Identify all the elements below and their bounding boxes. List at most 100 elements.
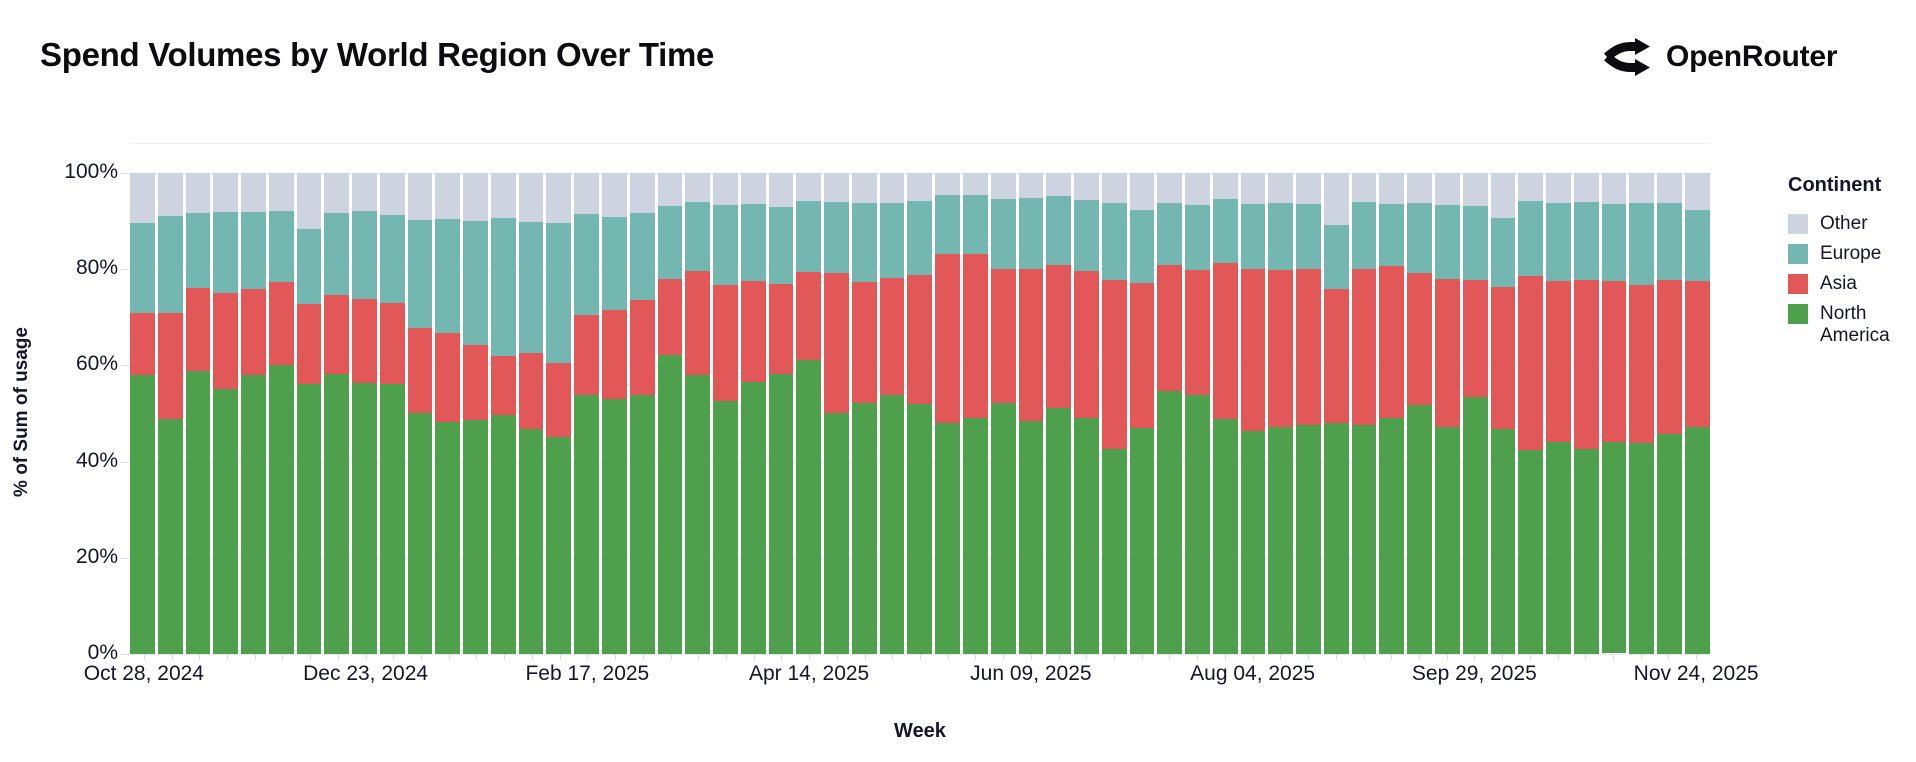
segment-other[interactable]: [657, 173, 683, 206]
segment-europe[interactable]: [1185, 205, 1210, 271]
segment-europe[interactable]: [851, 202, 877, 283]
segment-europe[interactable]: [1018, 198, 1044, 270]
segment-north-america[interactable]: [1407, 404, 1432, 654]
segment-europe[interactable]: [1351, 201, 1377, 270]
segment-north-america[interactable]: [185, 371, 211, 654]
segment-other[interactable]: [213, 173, 239, 212]
segment-other[interactable]: [1101, 173, 1127, 203]
segment-north-america[interactable]: [1601, 442, 1627, 653]
segment-north-america[interactable]: [352, 383, 377, 654]
segment-north-america[interactable]: [1629, 442, 1655, 654]
segment-north-america[interactable]: [379, 384, 405, 654]
segment-other[interactable]: [379, 173, 405, 216]
segment-asia[interactable]: [296, 303, 322, 385]
segment-other[interactable]: [1684, 173, 1710, 211]
segment-europe[interactable]: [130, 223, 155, 313]
segment-other[interactable]: [1157, 173, 1183, 203]
segment-europe[interactable]: [574, 213, 600, 315]
segment-north-america[interactable]: [685, 375, 711, 654]
segment-europe[interactable]: [962, 195, 988, 254]
segment-north-america[interactable]: [962, 417, 988, 654]
segment-europe[interactable]: [1046, 196, 1072, 265]
segment-other[interactable]: [1407, 173, 1432, 203]
segment-north-america[interactable]: [935, 423, 960, 654]
segment-asia[interactable]: [1296, 269, 1321, 426]
segment-asia[interactable]: [657, 278, 683, 355]
segment-asia[interactable]: [740, 280, 766, 383]
segment-europe[interactable]: [602, 216, 627, 311]
segment-asia[interactable]: [407, 327, 433, 413]
segment-north-america[interactable]: [268, 364, 294, 654]
segment-north-america[interactable]: [574, 395, 600, 654]
segment-europe[interactable]: [1546, 202, 1571, 281]
segment-europe[interactable]: [1490, 218, 1516, 287]
segment-north-america[interactable]: [824, 413, 849, 654]
segment-north-america[interactable]: [879, 395, 905, 654]
segment-other[interactable]: [1268, 173, 1294, 203]
segment-other[interactable]: [962, 173, 988, 196]
segment-asia[interactable]: [879, 277, 905, 396]
legend-item-europe[interactable]: Europe: [1788, 243, 1914, 265]
segment-other[interactable]: [435, 173, 461, 220]
segment-europe[interactable]: [1379, 204, 1405, 266]
segment-asia[interactable]: [241, 288, 266, 375]
segment-asia[interactable]: [1657, 279, 1682, 435]
segment-north-america[interactable]: [130, 375, 155, 654]
segment-north-america[interactable]: [602, 399, 627, 654]
segment-north-america[interactable]: [435, 422, 461, 654]
segment-other[interactable]: [1657, 173, 1682, 203]
segment-north-america[interactable]: [1379, 417, 1405, 654]
segment-asia[interactable]: [324, 295, 350, 375]
segment-other[interactable]: [157, 173, 183, 216]
segment-asia[interactable]: [1546, 280, 1571, 442]
segment-other[interactable]: [185, 173, 211, 213]
segment-asia[interactable]: [185, 287, 211, 372]
segment-europe[interactable]: [990, 198, 1016, 270]
segment-europe[interactable]: [185, 212, 211, 288]
segment-europe[interactable]: [546, 223, 572, 363]
segment-other[interactable]: [1434, 173, 1460, 206]
segment-europe[interactable]: [879, 202, 905, 278]
segment-asia[interactable]: [1157, 264, 1183, 391]
segment-asia[interactable]: [1101, 279, 1127, 450]
segment-north-america[interactable]: [1185, 395, 1210, 654]
segment-other[interactable]: [1212, 173, 1238, 199]
segment-north-america[interactable]: [324, 374, 350, 654]
segment-north-america[interactable]: [1129, 427, 1155, 654]
segment-europe[interactable]: [379, 215, 405, 303]
segment-other[interactable]: [1546, 173, 1571, 203]
segment-asia[interactable]: [1323, 288, 1349, 424]
segment-asia[interactable]: [1462, 279, 1488, 398]
segment-north-america[interactable]: [713, 400, 738, 654]
segment-north-america[interactable]: [490, 414, 516, 654]
segment-europe[interactable]: [407, 220, 433, 328]
segment-other[interactable]: [1046, 173, 1072, 197]
segment-europe[interactable]: [1434, 205, 1460, 279]
segment-asia[interactable]: [1268, 270, 1294, 427]
segment-north-america[interactable]: [213, 388, 239, 654]
segment-asia[interactable]: [463, 345, 488, 421]
segment-other[interactable]: [824, 173, 849, 202]
segment-other[interactable]: [1518, 173, 1544, 201]
segment-europe[interactable]: [157, 215, 183, 313]
segment-north-america[interactable]: [1490, 428, 1516, 654]
segment-north-america[interactable]: [1351, 425, 1377, 654]
segment-other[interactable]: [546, 173, 572, 224]
segment-asia[interactable]: [379, 302, 405, 385]
segment-north-america[interactable]: [740, 382, 766, 654]
segment-europe[interactable]: [1157, 202, 1183, 265]
segment-europe[interactable]: [268, 211, 294, 283]
segment-europe[interactable]: [463, 221, 488, 346]
segment-europe[interactable]: [935, 195, 960, 254]
segment-europe[interactable]: [1657, 202, 1682, 280]
segment-asia[interactable]: [990, 269, 1016, 403]
segment-other[interactable]: [463, 173, 488, 222]
segment-europe[interactable]: [1573, 201, 1599, 280]
segment-north-america[interactable]: [657, 354, 683, 654]
segment-europe[interactable]: [324, 213, 350, 296]
legend-item-north-america[interactable]: North America: [1788, 303, 1914, 347]
segment-other[interactable]: [1601, 173, 1627, 205]
segment-asia[interactable]: [685, 271, 711, 375]
segment-asia[interactable]: [435, 333, 461, 423]
segment-europe[interactable]: [1101, 202, 1127, 280]
